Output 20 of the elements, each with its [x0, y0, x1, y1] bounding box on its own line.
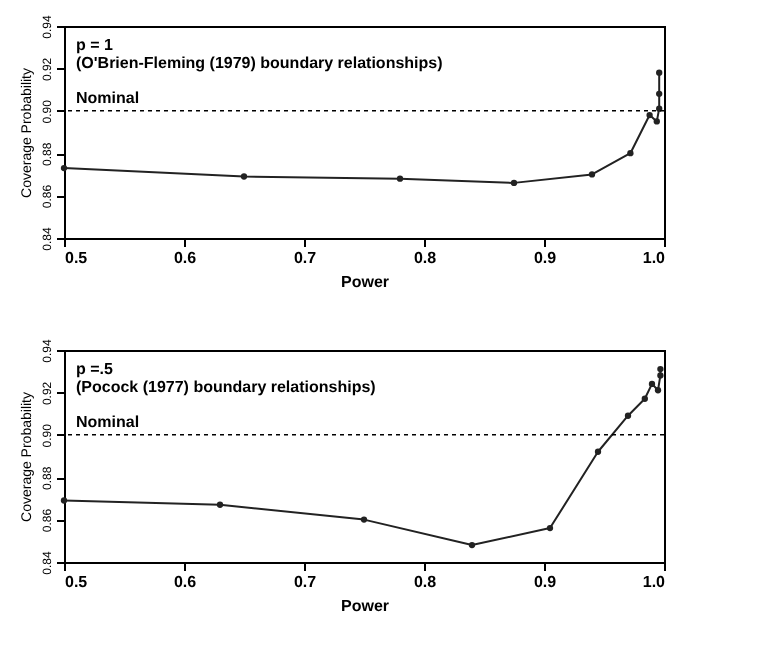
- x-tick-label: 0.8: [413, 249, 438, 267]
- x-tick-label: 0.7: [293, 573, 318, 591]
- x-tick-label: 0.5: [65, 249, 89, 267]
- annotation: (Pocock (1977) boundary relationships): [76, 378, 377, 396]
- x-tick-label: 0.9: [533, 249, 558, 267]
- x-tick-label: 0.5: [65, 573, 89, 591]
- x-tick-label: 0.9: [533, 573, 558, 591]
- annotation: (O'Brien-Fleming (1979) boundary relationships): [76, 54, 444, 72]
- x-tick-label: 0.8: [413, 573, 438, 591]
- x-tick-label: 0.6: [173, 249, 198, 267]
- annotation: p =.5: [76, 360, 115, 378]
- x-tick-label: 1.0: [642, 249, 667, 267]
- x-tick-label: 0.6: [173, 573, 198, 591]
- x-tick-label: 0.7: [293, 249, 318, 267]
- ref-line-label: Nominal: [76, 412, 140, 431]
- x-axis-title: Power: [340, 597, 390, 615]
- x-tick-label: 1.0: [642, 573, 667, 591]
- ref-line-label: Nominal: [76, 88, 140, 107]
- x-axis-title: Power: [340, 273, 390, 291]
- annotation: p = 1: [76, 36, 115, 54]
